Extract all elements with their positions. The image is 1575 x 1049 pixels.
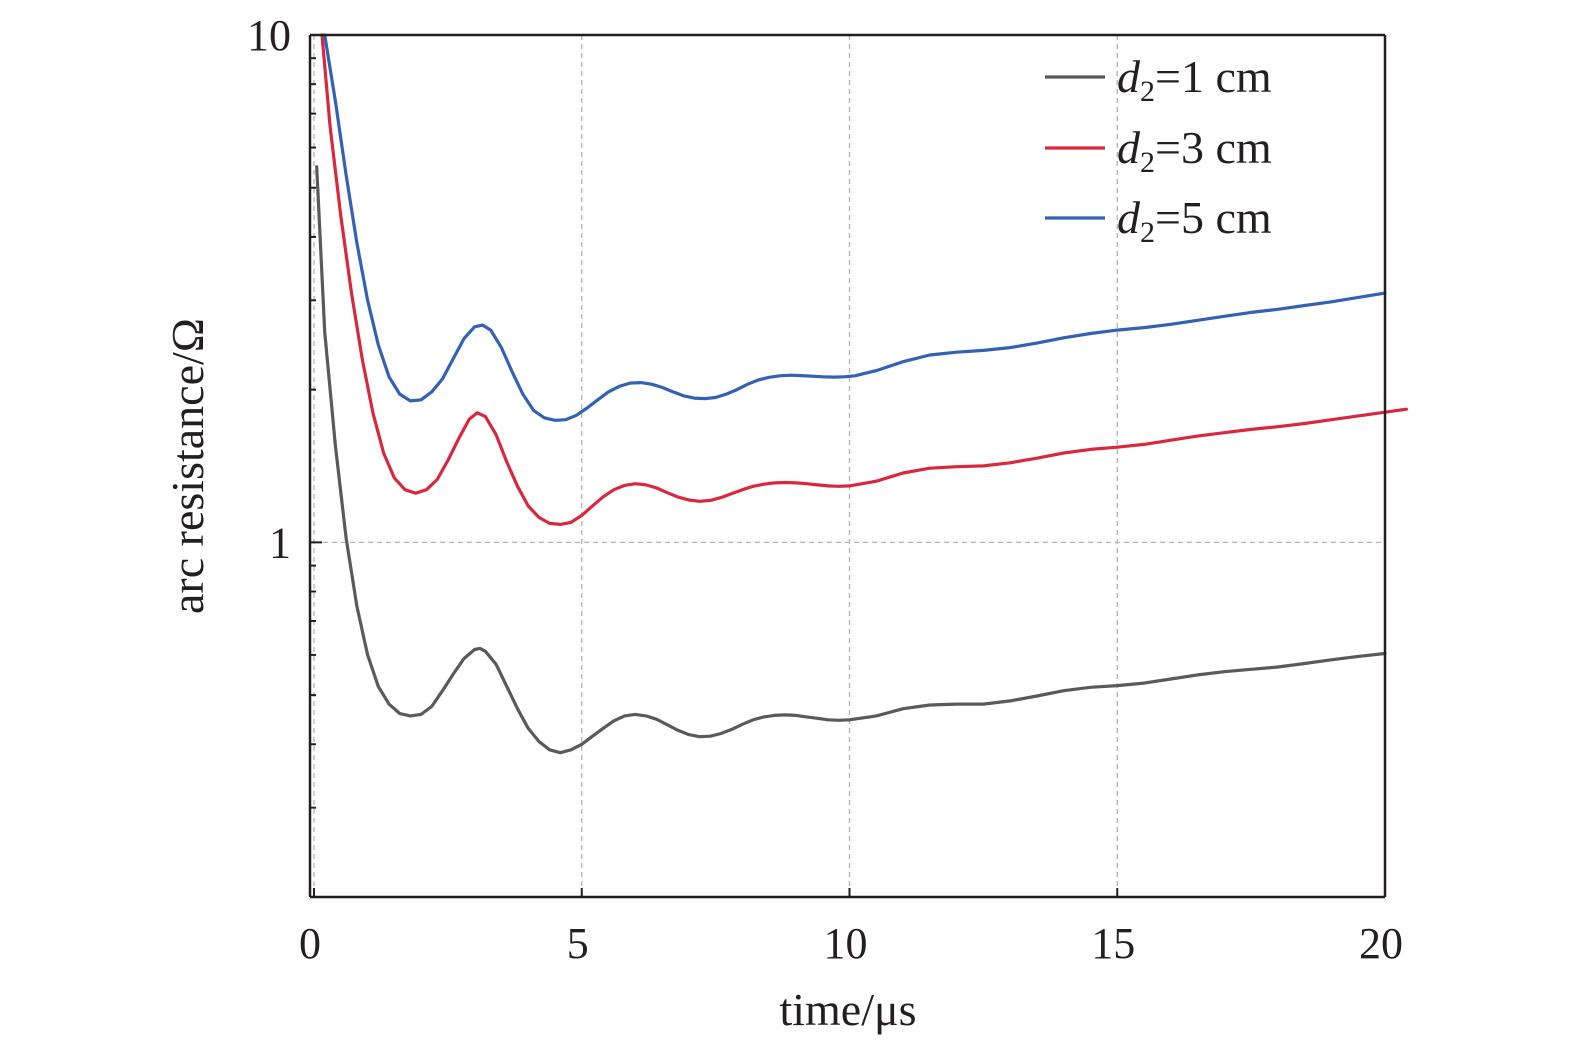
x-axis-label: time/μs xyxy=(779,984,916,1035)
y-axis-label: arc resistance/Ω xyxy=(162,318,213,614)
series-lines xyxy=(315,33,1408,755)
legend-label-1: d2=1 cm xyxy=(1117,51,1272,108)
legend: d2=1 cm d2=3 cm d2=5 cm xyxy=(1045,51,1272,249)
y-tick-label: 10 xyxy=(247,11,291,60)
plot-frame xyxy=(308,33,1387,899)
legend-label-2: d2=3 cm xyxy=(1117,122,1272,179)
series-line-3 xyxy=(323,33,1387,422)
x-tick-label: 20 xyxy=(1359,919,1403,968)
tick-labels: 0 5 10 15 20 1 10 xyxy=(247,11,1403,968)
x-tick-label: 15 xyxy=(1091,919,1135,968)
series-line-1 xyxy=(315,165,1387,755)
y-tick-label: 1 xyxy=(269,518,291,567)
x-tick-label: 0 xyxy=(299,919,321,968)
legend-label-3: d2=5 cm xyxy=(1117,192,1272,249)
series-line-2 xyxy=(320,33,1408,526)
x-tick-label: 10 xyxy=(824,919,868,968)
axis-ticks xyxy=(310,57,1386,898)
grid-lines xyxy=(313,35,1385,897)
x-tick-label: 5 xyxy=(567,919,589,968)
